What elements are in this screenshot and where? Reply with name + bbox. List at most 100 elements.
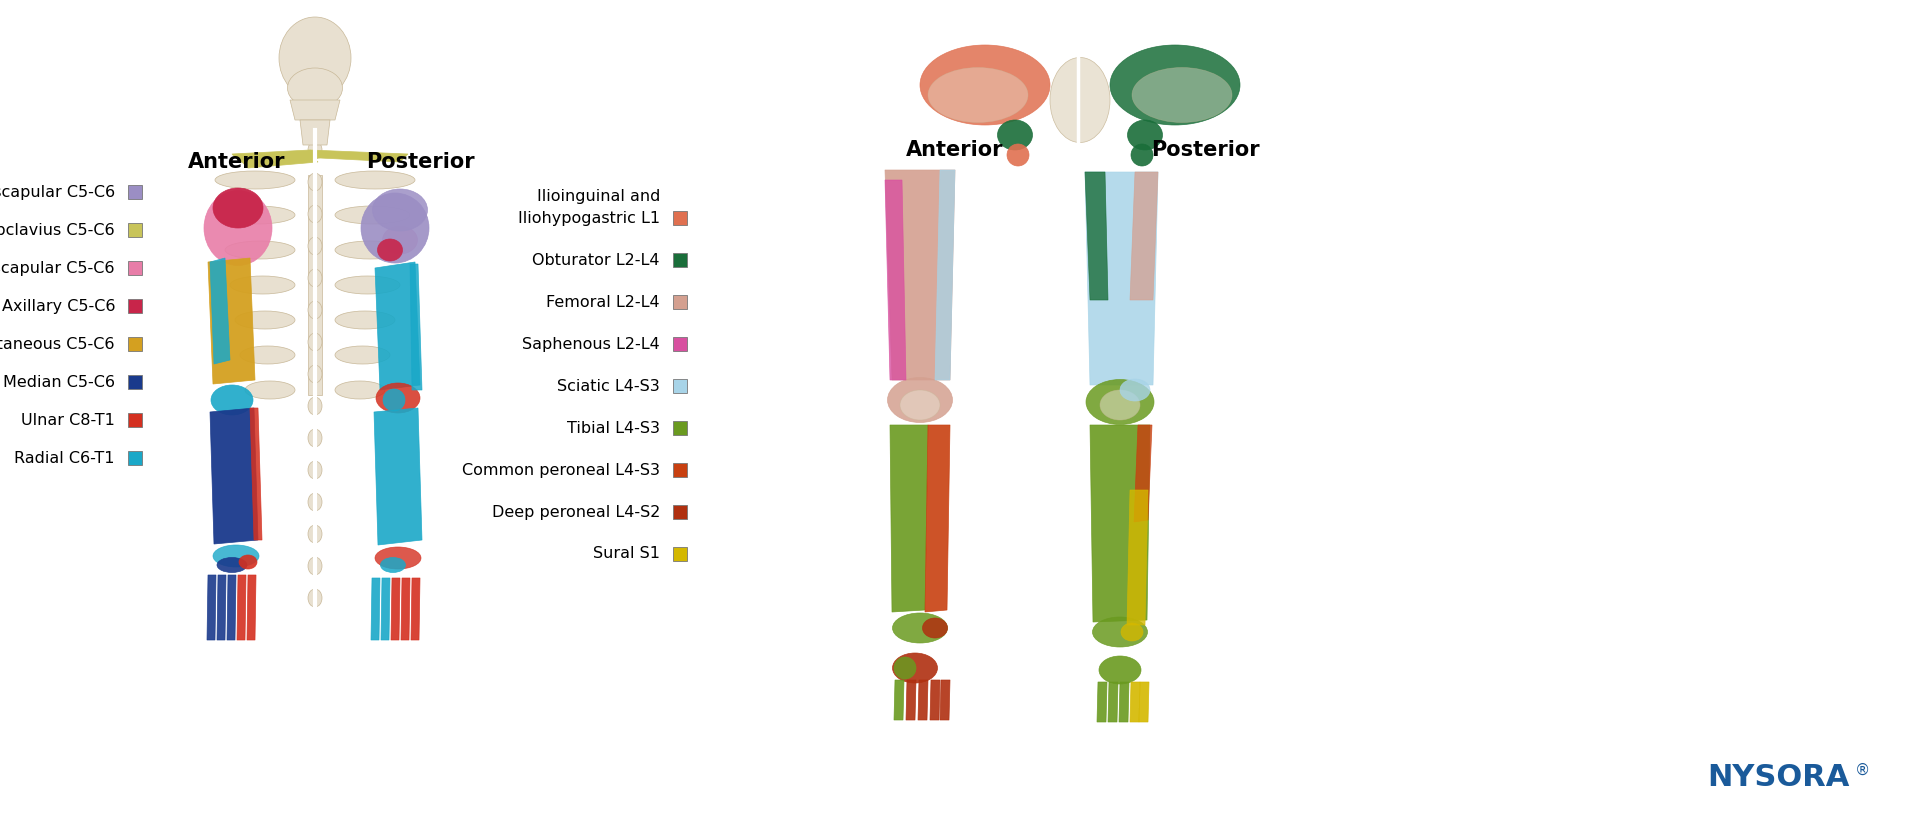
Ellipse shape	[211, 385, 253, 415]
Ellipse shape	[1006, 144, 1029, 166]
Text: Musculocutaneous C5-C6: Musculocutaneous C5-C6	[0, 337, 115, 352]
Bar	[674, 547, 687, 561]
Ellipse shape	[1092, 617, 1148, 647]
Polygon shape	[1108, 682, 1117, 722]
Polygon shape	[885, 170, 954, 380]
Ellipse shape	[334, 311, 396, 329]
Polygon shape	[411, 264, 422, 390]
Ellipse shape	[900, 390, 941, 420]
Ellipse shape	[334, 171, 415, 189]
Bar	[307, 175, 323, 395]
Ellipse shape	[382, 389, 405, 411]
Text: Radial C6-T1: Radial C6-T1	[15, 451, 115, 466]
Bar	[674, 463, 687, 477]
Ellipse shape	[998, 120, 1033, 150]
Ellipse shape	[927, 67, 1027, 122]
Ellipse shape	[230, 276, 296, 294]
Polygon shape	[401, 578, 411, 640]
Polygon shape	[906, 680, 916, 720]
Text: Deep peroneal L4-S2: Deep peroneal L4-S2	[492, 505, 660, 520]
Ellipse shape	[307, 397, 323, 415]
Ellipse shape	[334, 241, 405, 259]
Bar	[674, 211, 687, 225]
Ellipse shape	[1100, 390, 1140, 420]
Bar	[674, 337, 687, 351]
Ellipse shape	[213, 188, 263, 228]
Bar	[129, 451, 142, 465]
Polygon shape	[380, 578, 390, 640]
Ellipse shape	[1127, 120, 1162, 150]
Text: Subclavius C5-C6: Subclavius C5-C6	[0, 222, 115, 237]
Ellipse shape	[307, 269, 323, 287]
Polygon shape	[1131, 172, 1158, 300]
Ellipse shape	[307, 365, 323, 383]
Ellipse shape	[920, 45, 1050, 125]
Polygon shape	[929, 680, 941, 720]
Polygon shape	[209, 408, 257, 544]
Text: Iliohypogastric L1: Iliohypogastric L1	[518, 211, 660, 226]
Ellipse shape	[372, 189, 428, 231]
Ellipse shape	[1098, 656, 1140, 684]
Text: Anterior: Anterior	[188, 152, 286, 172]
Polygon shape	[411, 578, 420, 640]
Ellipse shape	[376, 383, 420, 413]
Text: Tibial L4-S3: Tibial L4-S3	[566, 421, 660, 436]
Polygon shape	[371, 578, 380, 640]
Ellipse shape	[334, 206, 411, 224]
Polygon shape	[891, 425, 927, 612]
Polygon shape	[300, 120, 330, 145]
Ellipse shape	[893, 653, 937, 683]
Ellipse shape	[887, 377, 952, 422]
Text: Posterior: Posterior	[1150, 140, 1260, 160]
Polygon shape	[250, 408, 261, 540]
Text: NYSORA: NYSORA	[1707, 764, 1851, 792]
Ellipse shape	[307, 333, 323, 351]
Polygon shape	[1127, 490, 1148, 625]
Ellipse shape	[378, 239, 403, 261]
Ellipse shape	[382, 226, 417, 254]
Text: Ulnar C8-T1: Ulnar C8-T1	[21, 412, 115, 427]
Ellipse shape	[1119, 379, 1150, 401]
Ellipse shape	[288, 68, 342, 108]
Ellipse shape	[238, 555, 257, 569]
Text: Common peroneal L4-S3: Common peroneal L4-S3	[463, 462, 660, 477]
Ellipse shape	[922, 618, 947, 638]
Polygon shape	[309, 150, 407, 162]
Ellipse shape	[307, 557, 323, 575]
Text: Posterior: Posterior	[365, 152, 474, 172]
Ellipse shape	[895, 657, 916, 679]
Bar	[674, 295, 687, 309]
Polygon shape	[1085, 172, 1158, 385]
Polygon shape	[374, 408, 422, 545]
Polygon shape	[925, 425, 950, 612]
Ellipse shape	[213, 545, 259, 567]
Ellipse shape	[334, 276, 399, 294]
Polygon shape	[248, 575, 255, 640]
Bar	[129, 337, 142, 351]
Bar	[129, 375, 142, 389]
Polygon shape	[1135, 425, 1152, 522]
Ellipse shape	[1133, 67, 1233, 122]
Polygon shape	[207, 258, 255, 384]
Polygon shape	[1139, 682, 1148, 722]
Polygon shape	[1085, 172, 1108, 300]
Ellipse shape	[1121, 623, 1142, 641]
Bar	[674, 505, 687, 519]
Text: Sural S1: Sural S1	[593, 546, 660, 561]
Ellipse shape	[1087, 380, 1154, 425]
Ellipse shape	[307, 589, 323, 607]
Ellipse shape	[217, 557, 248, 572]
Bar	[129, 223, 142, 237]
Polygon shape	[918, 680, 927, 720]
Polygon shape	[374, 262, 420, 390]
Ellipse shape	[1131, 144, 1154, 166]
Text: Anterior: Anterior	[906, 140, 1004, 160]
Polygon shape	[895, 680, 904, 720]
Polygon shape	[1119, 682, 1129, 722]
Polygon shape	[1131, 682, 1140, 722]
Ellipse shape	[307, 429, 323, 447]
Polygon shape	[935, 170, 954, 380]
Ellipse shape	[246, 381, 296, 399]
Polygon shape	[885, 180, 906, 380]
Text: Suprascapular C5-C6: Suprascapular C5-C6	[0, 184, 115, 199]
